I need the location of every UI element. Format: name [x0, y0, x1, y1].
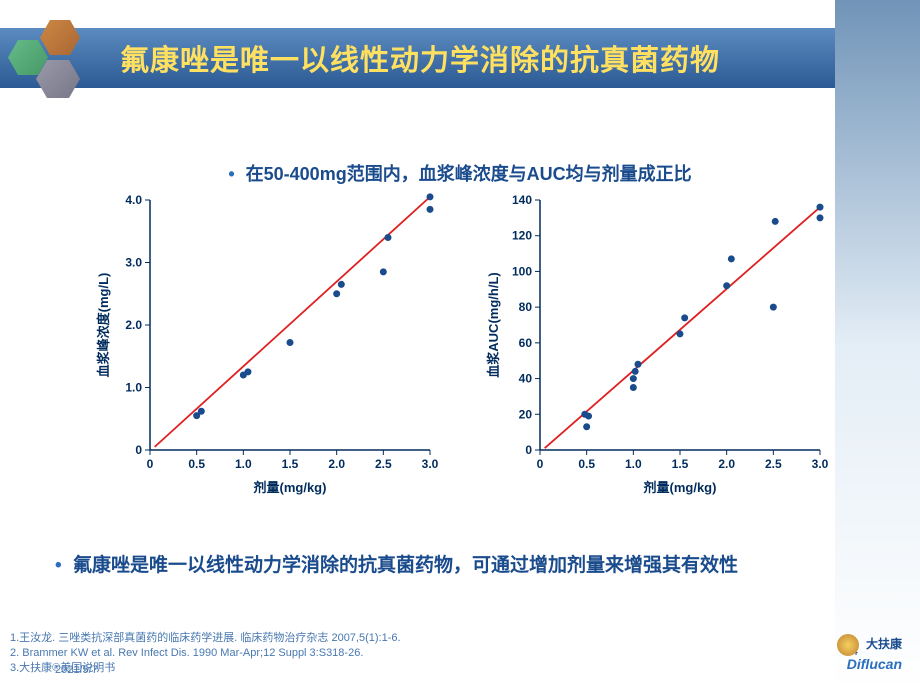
svg-text:80: 80: [519, 300, 533, 314]
header-bar: 氟康唑是唯一以线性动力学消除的抗真菌药物: [0, 28, 835, 88]
chart-left-svg: 0 0.5 1.0 1.5 2.0 2.5 3.0 0 1.0 2.0 3.0 4.0 剂量(mg/kg…: [90, 190, 440, 500]
svg-text:2.0: 2.0: [328, 457, 345, 471]
svg-text:1.0: 1.0: [235, 457, 252, 471]
hex-icon-fungus: [40, 20, 80, 55]
svg-text:0: 0: [537, 457, 544, 471]
svg-text:2.5: 2.5: [765, 457, 782, 471]
bottom-text: 氟康唑是唯一以线性动力学消除的抗真菌药物，可通过增加剂量来增强其有效性: [73, 555, 738, 576]
svg-text:3.0: 3.0: [422, 457, 439, 471]
bullet-icon: •: [55, 555, 62, 576]
chart-right: 0 0.5 1.0 1.5 2.0 2.5 3.0 0 20 40 60 80 100 120 140 剂量(…: [480, 190, 830, 500]
chart-right-svg: 0 0.5 1.0 1.5 2.0 2.5 3.0 0 20 40 60 80 100 120 140 剂量(…: [480, 190, 830, 500]
subtitle-text: 在50-400mg范围内，血浆峰浓度与AUC均与剂量成正比: [246, 164, 692, 184]
svg-text:血浆AUC(mg/h/L): 血浆AUC(mg/h/L): [486, 272, 501, 377]
svg-text:0.5: 0.5: [188, 457, 205, 471]
ref-line: 1.王汝龙. 三唑类抗深部真菌药的临床药学进展. 临床药物治疗杂志 2007,5…: [10, 631, 401, 646]
right-gradient: [835, 0, 920, 690]
decorative-hex-icons: [8, 18, 108, 108]
subtitle: • 在50-400mg范围内，血浆峰浓度与AUC均与剂量成正比: [0, 160, 920, 186]
svg-text:120: 120: [512, 229, 532, 243]
svg-text:3.0: 3.0: [812, 457, 829, 471]
svg-text:4.0: 4.0: [125, 193, 142, 207]
logo-sphere-icon: [837, 634, 859, 656]
svg-text:1.5: 1.5: [672, 457, 689, 471]
footer-date: 2021/5/7: [55, 664, 98, 676]
svg-text:0.5: 0.5: [578, 457, 595, 471]
svg-text:20: 20: [519, 407, 533, 421]
svg-text:0: 0: [147, 457, 154, 471]
svg-text:2.0: 2.0: [125, 318, 142, 332]
svg-text:剂量(mg/kg): 剂量(mg/kg): [253, 480, 327, 495]
svg-text:40: 40: [519, 372, 533, 386]
chart-left: 0 0.5 1.0 1.5 2.0 2.5 3.0 0 1.0 2.0 3.0 4.0 剂量(mg/kg…: [90, 190, 440, 500]
svg-text:0: 0: [525, 443, 532, 457]
svg-text:剂量(mg/kg): 剂量(mg/kg): [643, 480, 717, 495]
svg-text:1.0: 1.0: [125, 381, 142, 395]
page-title: 氟康唑是唯一以线性动力学消除的抗真菌药物: [120, 37, 720, 79]
svg-text:血浆峰浓度(mg/L): 血浆峰浓度(mg/L): [96, 273, 111, 378]
svg-text:140: 140: [512, 193, 532, 207]
bottom-bullet: • 氟康唑是唯一以线性动力学消除的抗真菌药物，可通过增加剂量来增强其有效性: [55, 550, 865, 577]
charts-row: 0 0.5 1.0 1.5 2.0 2.5 3.0 0 1.0 2.0 3.0 4.0 剂量(mg/kg…: [90, 190, 830, 510]
svg-text:2.5: 2.5: [375, 457, 392, 471]
svg-text:1.5: 1.5: [282, 457, 299, 471]
brand-en: Diflucan: [847, 656, 902, 672]
svg-text:0: 0: [135, 443, 142, 457]
brand-logo: 大扶康 Diflucan: [837, 634, 902, 672]
svg-text:1.0: 1.0: [625, 457, 642, 471]
svg-text:60: 60: [519, 336, 533, 350]
svg-text:2.0: 2.0: [718, 457, 735, 471]
brand-cn: 大扶康: [866, 637, 902, 651]
svg-text:3.0: 3.0: [125, 256, 142, 270]
svg-text:100: 100: [512, 264, 532, 278]
ref-line: 2. Brammer KW et al. Rev Infect Dis. 199…: [10, 646, 401, 661]
bullet-icon: •: [228, 164, 234, 184]
